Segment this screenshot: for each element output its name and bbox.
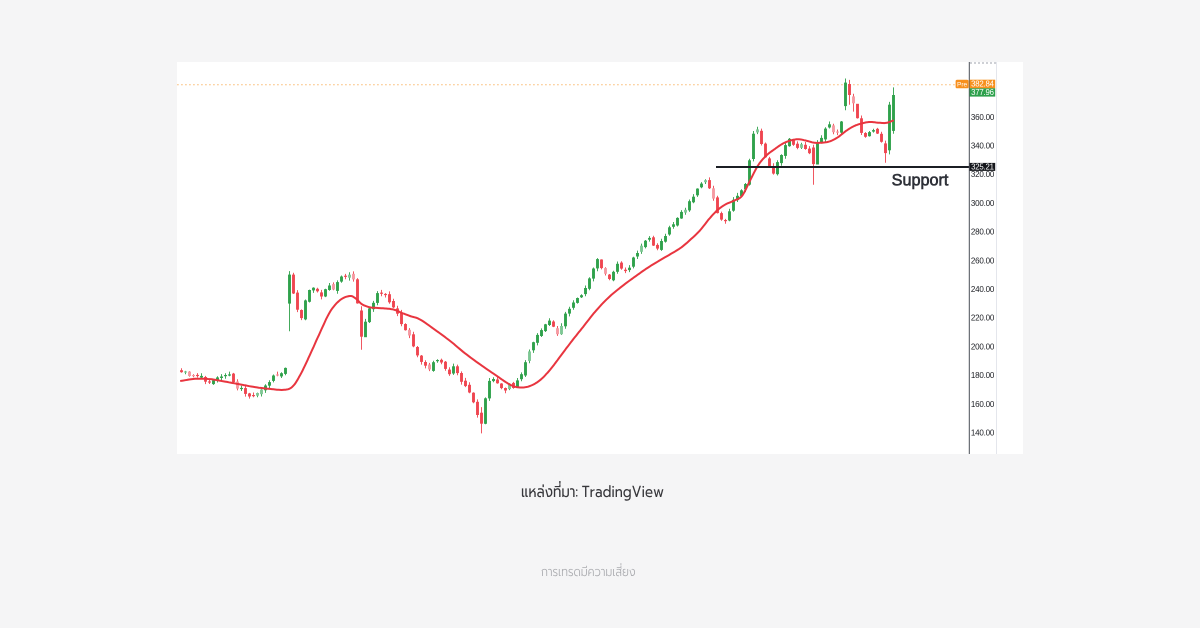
svg-text:Support: Support	[892, 171, 949, 189]
svg-text:360.00: 360.00	[971, 113, 995, 122]
svg-text:325.21: 325.21	[971, 163, 994, 172]
svg-text:377.96: 377.96	[971, 88, 994, 97]
svg-text:280.00: 280.00	[971, 228, 995, 237]
svg-text:220.00: 220.00	[971, 314, 995, 323]
svg-text:180.00: 180.00	[971, 371, 995, 380]
svg-text:340.00: 340.00	[971, 142, 995, 151]
svg-text:200.00: 200.00	[971, 342, 995, 351]
svg-text:140.00: 140.00	[971, 429, 995, 438]
svg-text:320.00: 320.00	[971, 170, 995, 179]
svg-text:240.00: 240.00	[971, 285, 995, 294]
svg-text:382.84: 382.84	[971, 80, 995, 89]
svg-text:160.00: 160.00	[971, 400, 995, 409]
svg-text:Pre: Pre	[957, 81, 968, 88]
svg-text:300.00: 300.00	[971, 199, 995, 208]
svg-text:260.00: 260.00	[971, 256, 995, 265]
